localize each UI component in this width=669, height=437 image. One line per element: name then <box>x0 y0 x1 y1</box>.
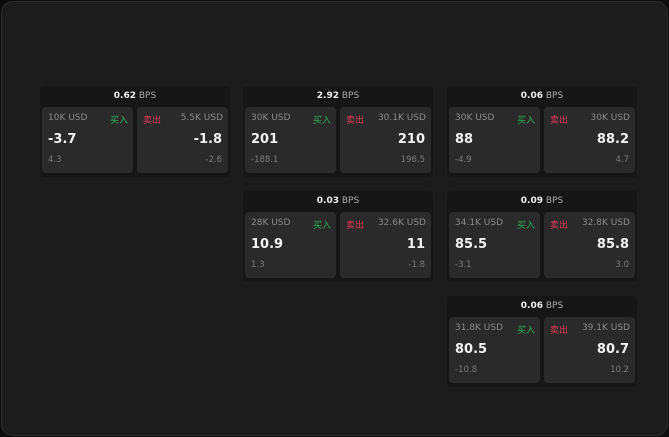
spread-header: 2.92 BPS <box>243 86 433 107</box>
spread-unit: BPS <box>341 91 360 101</box>
sell-change: 10.2 <box>610 365 629 375</box>
spread-header: 0.03 BPS <box>243 191 433 212</box>
buy-change: -188.1 <box>251 155 279 165</box>
buy-change: -10.8 <box>455 365 477 375</box>
spread-header: 0.06 BPS <box>447 86 637 107</box>
quote-card: 0.06 BPS 31.8K USD 买入 80.5 -10.8 卖出 39.1K … <box>447 296 637 387</box>
buy-panel[interactable]: 10K USD 买入 -3.7 4.3 <box>42 107 133 173</box>
sell-panel[interactable]: 卖出 5.5K USD -1.8 -2.6 <box>137 107 228 173</box>
sell-change: 196.5 <box>400 155 425 165</box>
buy-size: 34.1K USD <box>455 218 504 228</box>
spread-value: 2.92 <box>316 91 339 101</box>
sell-label: 卖出 <box>346 116 365 126</box>
buy-panel[interactable]: 34.1K USD 买入 85.5 -3.1 <box>449 212 540 278</box>
sell-price: -1.8 <box>193 132 222 147</box>
buy-size: 30K USD <box>455 113 495 123</box>
sell-price: 85.8 <box>596 237 629 252</box>
quote-card: 0.62 BPS 10K USD 买入 -3.7 4.3 卖出 5.5K USD -… <box>40 86 230 177</box>
buy-label: 买入 <box>516 221 535 231</box>
quote-card: 0.03 BPS 28K USD 买入 10.9 1.3 卖出 32.6K USD … <box>243 191 433 282</box>
spread-value: 0.03 <box>316 196 339 206</box>
buy-change: 1.3 <box>251 260 265 270</box>
sell-size: 5.5K USD <box>180 113 223 123</box>
sell-size: 32.8K USD <box>581 218 630 228</box>
buy-change: 4.3 <box>48 155 62 165</box>
spread-unit: BPS <box>545 196 564 206</box>
spread-header: 0.62 BPS <box>40 86 230 107</box>
buy-price: 10.9 <box>251 237 284 252</box>
spread-unit: BPS <box>138 91 157 101</box>
buy-size: 28K USD <box>251 218 291 228</box>
sell-label: 卖出 <box>143 116 162 126</box>
buy-panel[interactable]: 30K USD 买入 201 -188.1 <box>245 107 336 173</box>
quote-card: 0.09 BPS 34.1K USD 买入 85.5 -3.1 卖出 32.8K U… <box>447 191 637 282</box>
spread-unit: BPS <box>545 301 564 311</box>
buy-price: 201 <box>251 132 279 147</box>
spread-value: 0.06 <box>520 91 543 101</box>
sell-label: 卖出 <box>346 221 365 231</box>
spread-unit: BPS <box>545 91 564 101</box>
sell-price: 210 <box>397 132 425 147</box>
buy-change: -3.1 <box>455 260 472 270</box>
spread-header: 0.09 BPS <box>447 191 637 212</box>
spread-value: 0.09 <box>520 196 543 206</box>
sell-change: 4.7 <box>615 155 629 165</box>
sell-label: 卖出 <box>550 326 569 336</box>
quote-card: 0.06 BPS 30K USD 买入 88 -4.9 卖出 30K USD 88.… <box>447 86 637 177</box>
buy-size: 10K USD <box>48 113 88 123</box>
buy-label: 买入 <box>312 116 331 126</box>
spread-unit: BPS <box>341 196 360 206</box>
sell-size: 30K USD <box>590 113 630 123</box>
sell-change: -2.6 <box>205 155 222 165</box>
sell-price: 80.7 <box>596 342 629 357</box>
buy-size: 30K USD <box>251 113 291 123</box>
buy-panel[interactable]: 30K USD 买入 88 -4.9 <box>449 107 540 173</box>
buy-price: -3.7 <box>48 132 77 147</box>
buy-panel[interactable]: 28K USD 买入 10.9 1.3 <box>245 212 336 278</box>
sell-price: 11 <box>406 237 425 252</box>
buy-label: 买入 <box>312 221 331 231</box>
sell-label: 卖出 <box>550 116 569 126</box>
buy-label: 买入 <box>516 116 535 126</box>
sell-size: 32.6K USD <box>377 218 426 228</box>
sell-panel[interactable]: 卖出 30K USD 88.2 4.7 <box>544 107 635 173</box>
buy-price: 85.5 <box>455 237 488 252</box>
buy-panel[interactable]: 31.8K USD 买入 80.5 -10.8 <box>449 317 540 383</box>
spread-value: 0.06 <box>520 301 543 311</box>
sell-change: -1.8 <box>408 260 425 270</box>
sell-size: 30.1K USD <box>377 113 426 123</box>
sell-price: 88.2 <box>596 132 629 147</box>
sell-panel[interactable]: 卖出 32.6K USD 11 -1.8 <box>340 212 431 278</box>
sell-panel[interactable]: 卖出 32.8K USD 85.8 3.0 <box>544 212 635 278</box>
buy-size: 31.8K USD <box>455 323 504 333</box>
sell-size: 39.1K USD <box>581 323 630 333</box>
buy-change: -4.9 <box>455 155 472 165</box>
buy-price: 80.5 <box>455 342 488 357</box>
buy-label: 买入 <box>109 116 128 126</box>
spread-header: 0.06 BPS <box>447 296 637 317</box>
spread-value: 0.62 <box>113 91 136 101</box>
sell-panel[interactable]: 卖出 39.1K USD 80.7 10.2 <box>544 317 635 383</box>
quote-card: 2.92 BPS 30K USD 买入 201 -188.1 卖出 30.1K US… <box>243 86 433 177</box>
sell-change: 3.0 <box>615 260 629 270</box>
buy-label: 买入 <box>516 326 535 336</box>
sell-panel[interactable]: 卖出 30.1K USD 210 196.5 <box>340 107 431 173</box>
sell-label: 卖出 <box>550 221 569 231</box>
buy-price: 88 <box>455 132 474 147</box>
